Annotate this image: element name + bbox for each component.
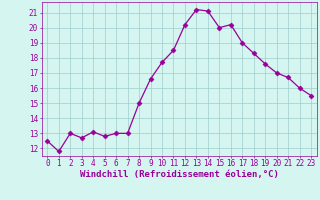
X-axis label: Windchill (Refroidissement éolien,°C): Windchill (Refroidissement éolien,°C)	[80, 170, 279, 179]
